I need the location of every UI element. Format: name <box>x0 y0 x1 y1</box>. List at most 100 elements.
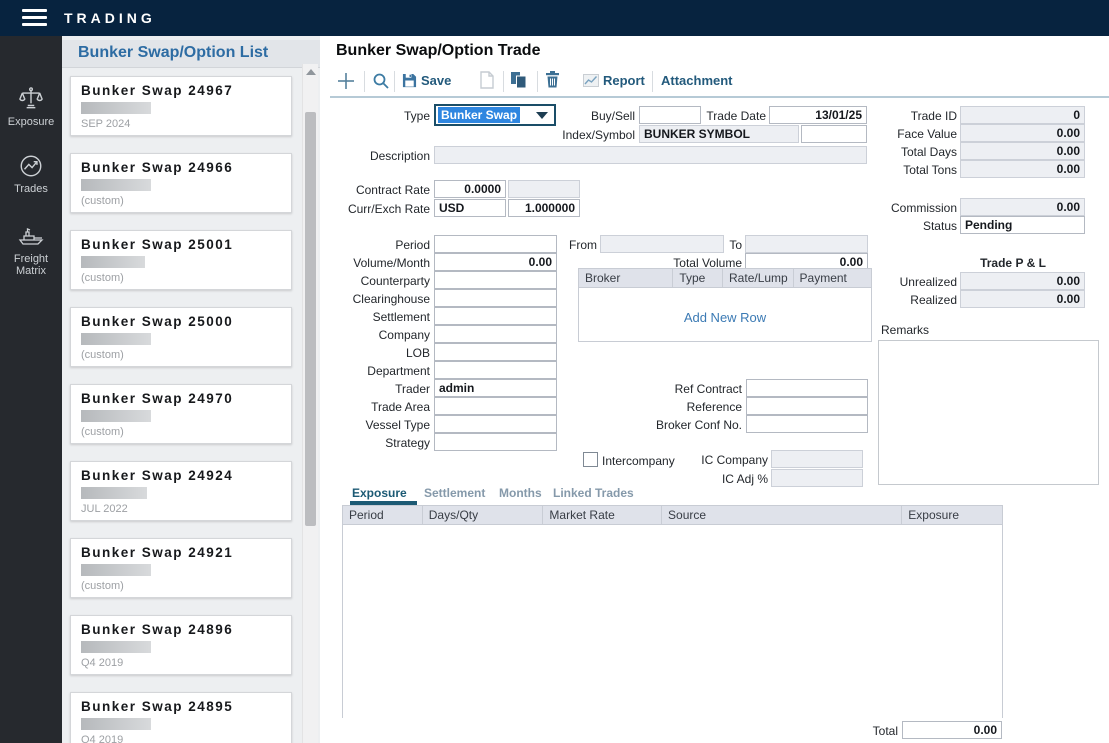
list-item[interactable]: Bunker Swap 24966 (custom) <box>70 153 292 213</box>
curr-exch-rate-label: Curr/Exch Rate <box>347 202 430 216</box>
index-symbol-extra-field[interactable] <box>801 125 867 143</box>
tab-exposure[interactable]: Exposure <box>352 486 407 500</box>
toolbar-separator <box>537 71 538 92</box>
contract-rate-extra-field <box>508 180 580 198</box>
company-input[interactable] <box>434 325 557 343</box>
clearinghouse-input[interactable] <box>434 289 557 307</box>
list-item-sub: (custom) <box>81 272 124 284</box>
list-item[interactable]: Bunker Swap 25000 (custom) <box>70 307 292 367</box>
exchange-rate-input[interactable]: 1.000000 <box>508 199 580 217</box>
save-icon[interactable] <box>402 73 417 93</box>
sidebar-item-trades[interactable]: Trades <box>0 153 62 195</box>
list-item[interactable]: Bunker Swap 24970 (custom) <box>70 384 292 444</box>
save-button[interactable]: Save <box>421 73 452 88</box>
currency-input[interactable]: USD <box>434 199 506 217</box>
broker-conf-no-input[interactable] <box>746 415 868 433</box>
clearinghouse-label: Clearinghouse <box>352 292 430 306</box>
ic-company-field <box>771 450 863 468</box>
hamburger-menu-icon[interactable] <box>22 9 47 27</box>
trade-area-label: Trade Area <box>371 400 430 414</box>
list-panel-title: Bunker Swap/Option List <box>78 44 269 61</box>
list-item[interactable]: Bunker Swap 25001 (custom) <box>70 230 292 290</box>
list-item-sub: (custom) <box>81 195 124 207</box>
sidebar-item-label: Freight Matrix <box>13 253 49 277</box>
buy-sell-label: Buy/Sell <box>590 109 635 123</box>
exposure-grid: Period Days/Qty Market Rate Source Expos… <box>342 505 1003 719</box>
attachment-button[interactable]: Attachment <box>661 73 733 88</box>
intercompany-checkbox[interactable] <box>583 452 598 467</box>
reference-input[interactable] <box>746 397 868 415</box>
search-icon[interactable] <box>372 72 390 95</box>
buy-sell-input[interactable] <box>639 106 701 124</box>
total-days-label: Total Days <box>900 145 957 159</box>
face-value-label: Face Value <box>897 127 957 141</box>
sidebar-item-exposure[interactable]: Exposure <box>0 86 62 128</box>
ship-icon <box>0 223 62 249</box>
counterparty-input[interactable] <box>434 271 557 289</box>
tab-months[interactable]: Months <box>499 486 542 500</box>
vessel-type-label: Vessel Type <box>365 418 431 432</box>
add-icon[interactable] <box>336 71 356 96</box>
company-label: Company <box>378 328 430 342</box>
scroll-up-arrow-icon[interactable] <box>306 69 316 75</box>
trader-label: Trader <box>395 382 430 396</box>
list-panel-header: Bunker Swap/Option List <box>62 40 320 68</box>
ic-adj-field <box>771 469 863 487</box>
sidebar-item-freight-matrix[interactable]: Freight Matrix <box>0 223 62 277</box>
trader-input[interactable]: admin <box>434 379 557 397</box>
vessel-type-input[interactable] <box>434 415 557 433</box>
contract-rate-input[interactable]: 0.0000 <box>434 180 506 198</box>
department-input[interactable] <box>434 361 557 379</box>
report-button[interactable]: Report <box>603 73 645 88</box>
list-scrollbar[interactable] <box>302 64 318 743</box>
settlement-input[interactable] <box>434 307 557 325</box>
settlement-label: Settlement <box>372 310 430 324</box>
list-item[interactable]: Bunker Swap 24967 SEP 2024 <box>70 76 292 136</box>
trade-id-label: Trade ID <box>910 109 957 123</box>
remarks-textarea[interactable] <box>878 340 1099 485</box>
list-item-sub: (custom) <box>81 580 124 592</box>
tab-linked-trades[interactable]: Linked Trades <box>553 486 634 500</box>
status-field[interactable]: Pending <box>960 216 1085 234</box>
list-item[interactable]: Bunker Swap 24921 (custom) <box>70 538 292 598</box>
toolbar-separator <box>652 71 653 92</box>
redacted-text-bar <box>81 256 145 268</box>
list-item-title: Bunker Swap 24924 <box>81 468 234 483</box>
strategy-input[interactable] <box>434 433 557 451</box>
copy-icon[interactable] <box>510 71 528 94</box>
trade-id-field: 0 <box>960 106 1085 124</box>
reference-label: Reference <box>686 400 742 414</box>
redacted-text-bar <box>81 102 151 114</box>
list-item-sub: Q4 2019 <box>81 734 124 743</box>
ref-contract-input[interactable] <box>746 379 868 397</box>
description-label: Description <box>369 149 430 163</box>
trade-area-input[interactable] <box>434 397 557 415</box>
delete-icon[interactable] <box>545 71 560 93</box>
new-document-icon[interactable] <box>479 71 495 94</box>
redacted-text-bar <box>81 333 151 345</box>
redacted-text-bar <box>81 718 151 730</box>
list-item-title: Bunker Swap 24967 <box>81 83 234 98</box>
trade-date-label: Trade Date <box>706 109 766 123</box>
tab-settlement[interactable]: Settlement <box>424 486 486 500</box>
add-new-row-link[interactable]: Add New Row <box>683 310 767 325</box>
realized-label: Realized <box>910 293 957 307</box>
report-chart-icon[interactable] <box>583 74 599 92</box>
volume-month-input[interactable]: 0.00 <box>434 253 557 271</box>
list-item[interactable]: Bunker Swap 24896 Q4 2019 <box>70 615 292 675</box>
commission-field: 0.00 <box>960 198 1085 216</box>
scrollbar-thumb[interactable] <box>305 112 316 526</box>
lob-input[interactable] <box>434 343 557 361</box>
list-item-title: Bunker Swap 24895 <box>81 699 234 714</box>
list-item[interactable]: Bunker Swap 24924 JUL 2022 <box>70 461 292 521</box>
period-label: Period <box>395 238 430 252</box>
unrealized-field: 0.00 <box>960 272 1085 290</box>
sidebar-item-label: Trades <box>14 183 48 195</box>
period-input[interactable] <box>434 235 557 253</box>
trade-date-input[interactable]: 13/01/25 <box>769 106 867 124</box>
list-item-title: Bunker Swap 24970 <box>81 391 234 406</box>
type-dropdown[interactable]: Bunker Swap <box>434 104 556 126</box>
face-value-field: 0.00 <box>960 124 1085 142</box>
list-item[interactable]: Bunker Swap 24895 Q4 2019 <box>70 692 292 743</box>
